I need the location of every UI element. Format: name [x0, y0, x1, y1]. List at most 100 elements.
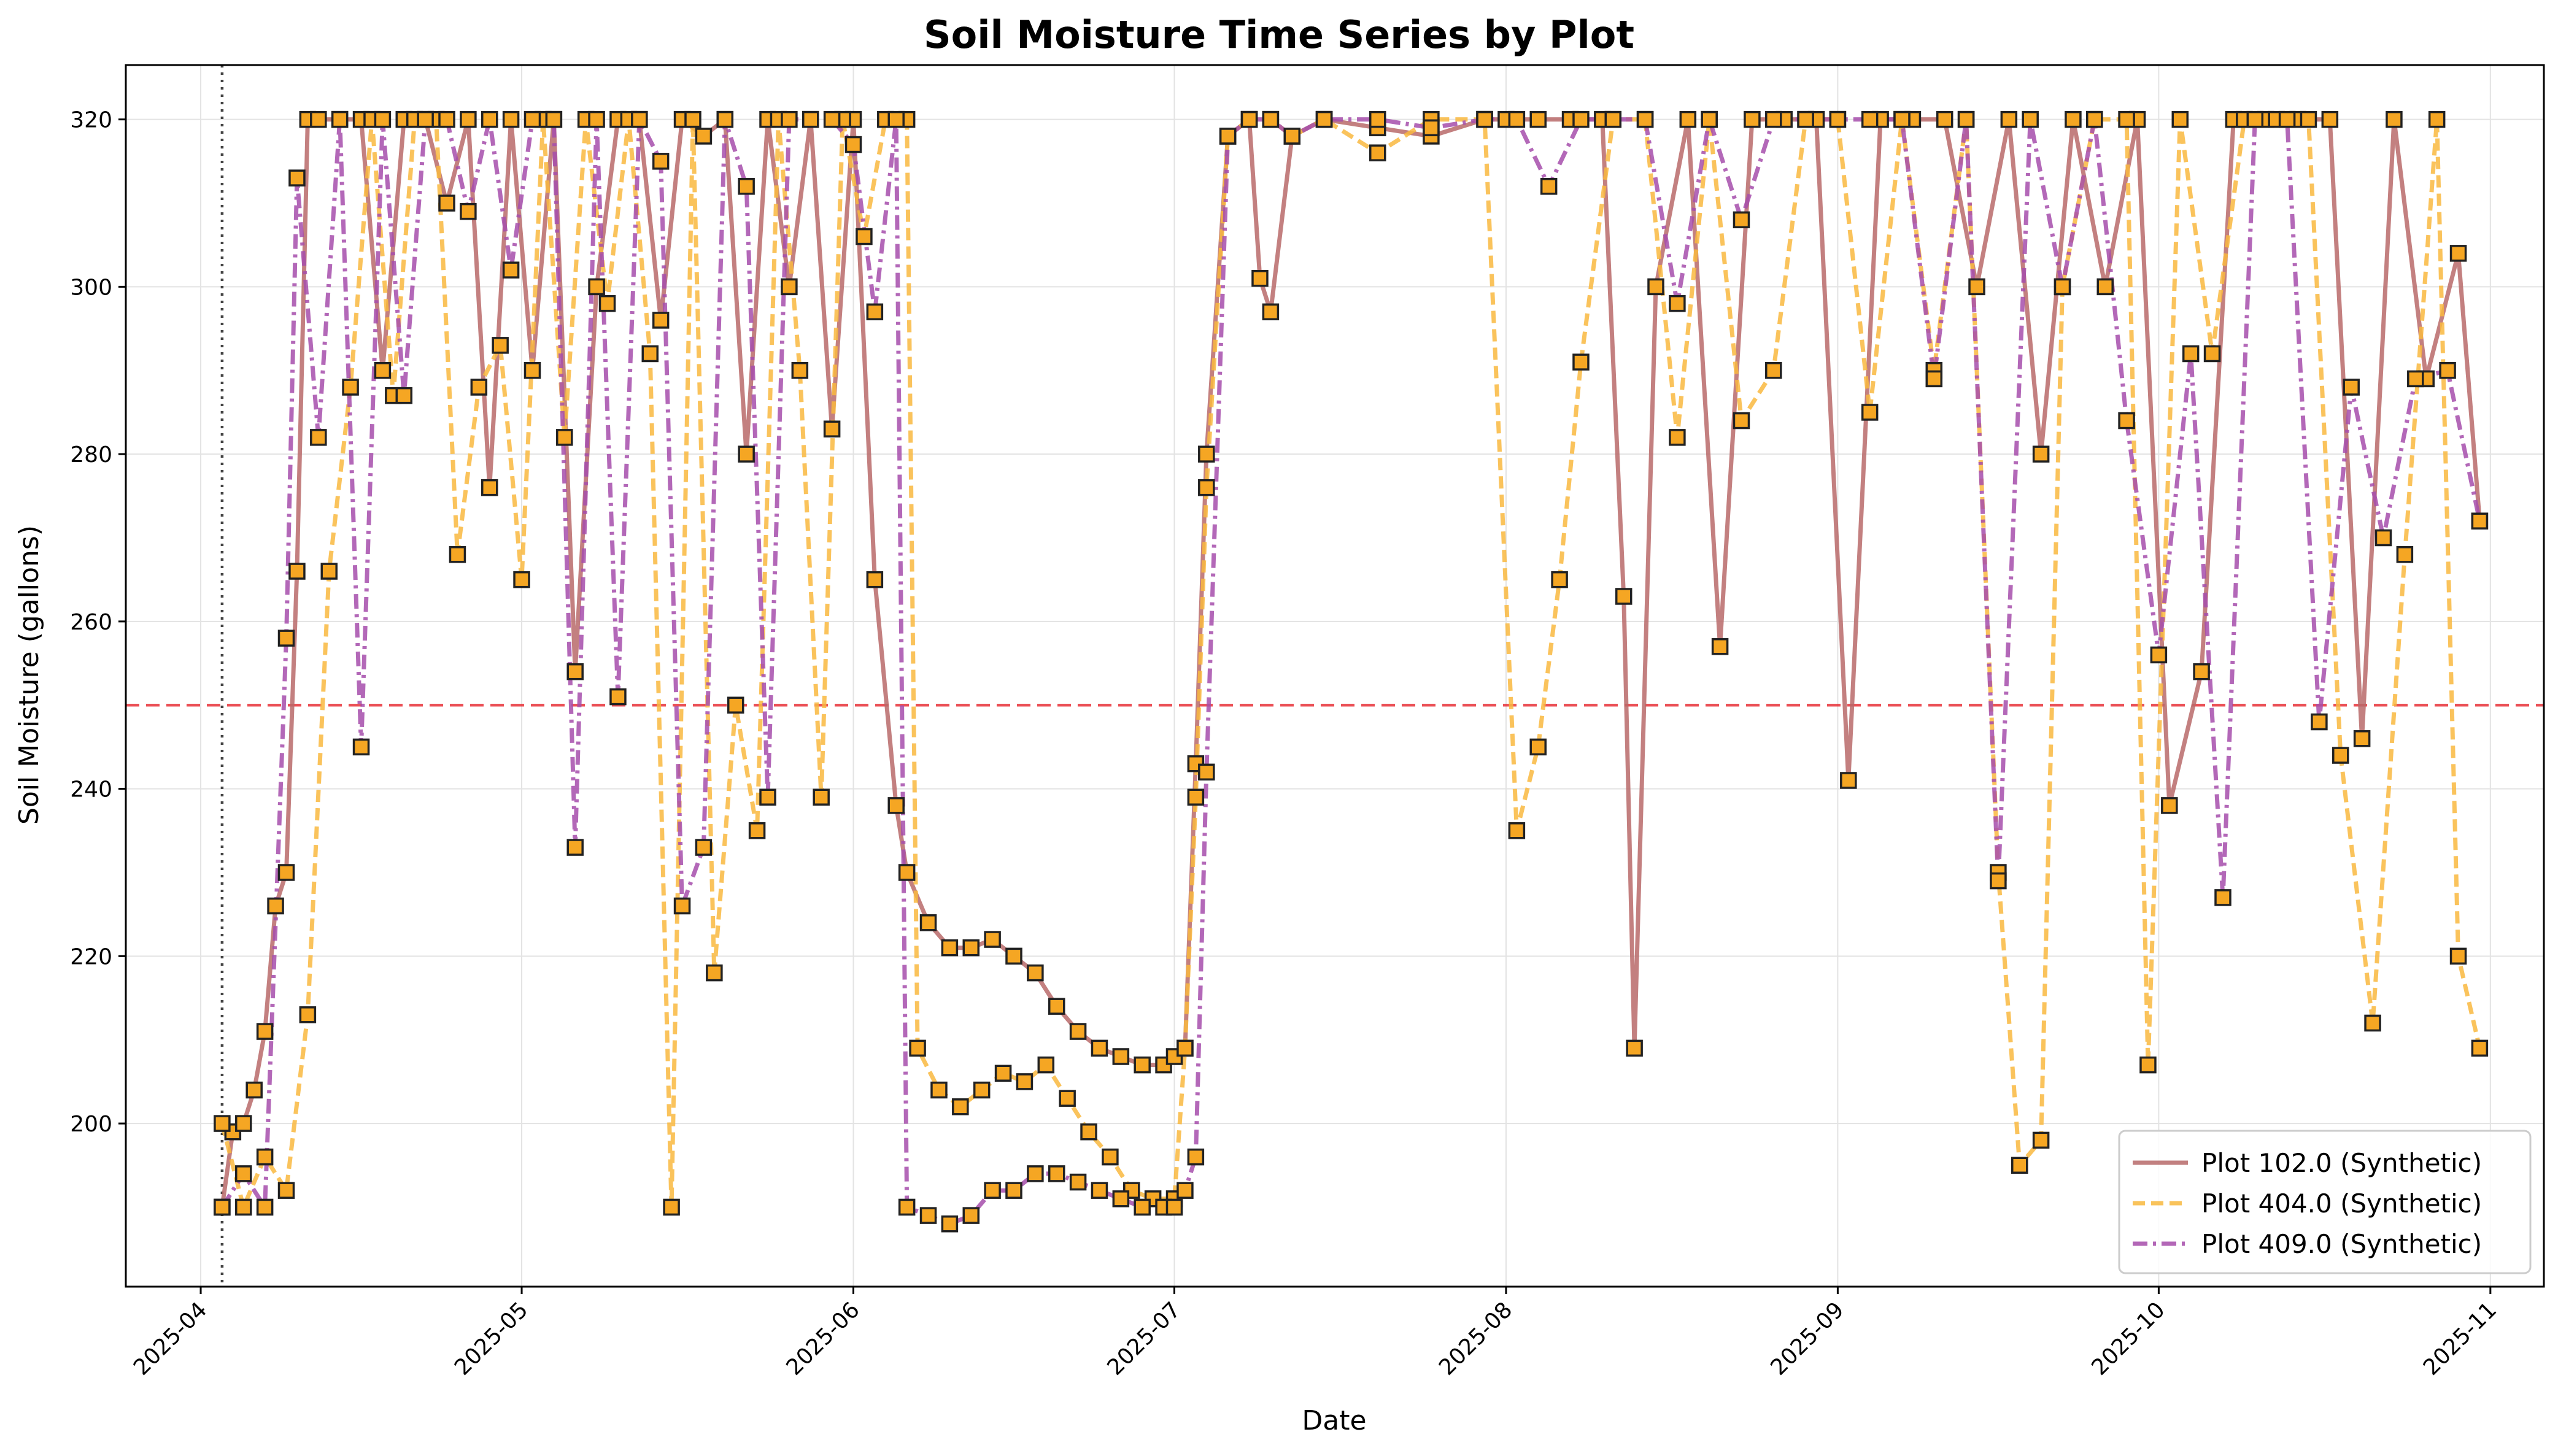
- data-point-series-3: [2022, 110, 2039, 128]
- data-point-series-1: [1529, 110, 1547, 128]
- data-point-series-2: [1551, 571, 1568, 588]
- data-point-series-1: [781, 278, 798, 296]
- legend-label-3: Plot 409.0 (Synthetic): [2201, 1229, 2482, 1259]
- data-point-series-1: [1679, 110, 1697, 128]
- data-point-series-1: [277, 864, 295, 881]
- data-point-series-3: [1990, 872, 2007, 890]
- data-point-series-3: [2054, 278, 2071, 296]
- y-tick-label: 320: [70, 108, 112, 133]
- data-point-series-2: [1102, 1148, 1119, 1166]
- legend-box: [2118, 1130, 2532, 1274]
- data-point-series-3: [1829, 110, 1847, 128]
- data-point-series-1: [1262, 303, 1280, 321]
- data-point-series-3: [352, 738, 370, 756]
- data-point-series-2: [1059, 1090, 1076, 1107]
- data-point-series-2: [320, 563, 338, 580]
- data-point-series-1: [1134, 1056, 1151, 1074]
- data-point-series-3: [1733, 211, 1750, 229]
- data-point-series-3: [1069, 1173, 1087, 1191]
- data-point-series-1: [823, 420, 841, 437]
- data-point-series-2: [449, 546, 466, 563]
- data-point-series-3: [277, 630, 295, 647]
- data-point-series-3: [919, 1207, 937, 1224]
- data-point-series-3: [759, 788, 776, 806]
- data-point-series-3: [235, 1165, 252, 1182]
- data-point-series-3: [738, 177, 755, 195]
- data-point-series-2: [748, 822, 766, 839]
- data-point-series-2: [2364, 1014, 2381, 1032]
- data-point-series-1: [866, 571, 884, 588]
- data-point-series-2: [513, 571, 530, 588]
- data-point-series-2: [2396, 546, 2414, 563]
- data-point-series-1: [652, 312, 670, 329]
- data-point-series-2: [1572, 353, 1590, 371]
- data-point-series-1: [267, 897, 284, 915]
- data-point-series-1: [2386, 110, 2403, 128]
- data-point-series-3: [1177, 1182, 1194, 1199]
- data-point-series-2: [1529, 738, 1547, 756]
- data-point-series-1: [941, 939, 959, 957]
- data-point-series-3: [1315, 110, 1333, 128]
- y-axis-title: Soil Moisture (gallons): [14, 525, 45, 825]
- data-point-series-2: [973, 1081, 991, 1099]
- data-point-series-3: [588, 110, 605, 128]
- data-point-series-2: [706, 964, 723, 982]
- data-point-series-1: [1840, 772, 1857, 789]
- data-point-series-3: [1861, 110, 1879, 128]
- data-point-series-3: [716, 110, 734, 128]
- data-point-series-1: [235, 1115, 252, 1132]
- data-point-series-3: [566, 839, 584, 856]
- data-point-series-2: [727, 696, 744, 714]
- data-point-series-1: [256, 1023, 274, 1040]
- series-line-3: [220, 117, 2482, 1227]
- data-point-series-3: [1048, 1165, 1065, 1182]
- data-point-series-3: [310, 429, 327, 446]
- data-point-series-2: [1733, 412, 1750, 429]
- data-point-series-2: [1187, 788, 1205, 806]
- y-tick-label: 220: [70, 944, 112, 969]
- data-point-series-1: [374, 362, 392, 379]
- data-point-series-3: [1636, 110, 1654, 128]
- data-point-series-3: [2471, 512, 2489, 530]
- data-point-series-1: [310, 110, 327, 128]
- data-point-series-2: [2032, 1131, 2050, 1149]
- data-point-series-3: [1262, 110, 1280, 128]
- data-point-series-2: [856, 228, 873, 245]
- data-point-series-2: [235, 1198, 252, 1216]
- data-point-series-3: [1187, 1148, 1205, 1166]
- data-point-series-2: [663, 1198, 680, 1216]
- y-tick-label: 200: [70, 1112, 112, 1137]
- data-point-series-1: [245, 1081, 263, 1099]
- data-point-series-1: [566, 663, 584, 680]
- data-point-series-2: [2428, 110, 2446, 128]
- data-point-series-1: [502, 110, 520, 128]
- data-point-series-2: [1508, 822, 1526, 839]
- data-point-series-3: [460, 202, 477, 220]
- data-point-series-1: [2096, 278, 2114, 296]
- data-point-series-1: [1626, 1039, 1643, 1057]
- data-point-series-1: [2065, 110, 2082, 128]
- data-point-series-3: [214, 1198, 231, 1216]
- data-point-series-2: [909, 1039, 926, 1057]
- data-point-series-2: [1037, 1056, 1055, 1074]
- data-point-series-1: [1744, 110, 1761, 128]
- data-point-series-1: [2321, 110, 2339, 128]
- data-point-series-1: [2000, 110, 2018, 128]
- data-point-series-2: [2471, 1039, 2489, 1057]
- data-point-series-1: [695, 128, 713, 145]
- data-point-series-3: [1508, 110, 1526, 128]
- data-point-series-2: [994, 1065, 1012, 1082]
- data-point-series-1: [887, 797, 905, 814]
- data-point-series-3: [1027, 1165, 1044, 1182]
- data-point-series-1: [524, 362, 541, 379]
- data-point-series-2: [342, 379, 359, 396]
- data-point-series-3: [1701, 110, 1718, 128]
- legend-label-1: Plot 102.0 (Synthetic): [2201, 1148, 2482, 1178]
- data-point-series-3: [984, 1182, 1001, 1199]
- data-point-series-2: [1765, 362, 1782, 379]
- data-point-series-1: [738, 445, 755, 463]
- data-point-series-2: [791, 362, 809, 379]
- data-point-series-3: [1572, 110, 1590, 128]
- data-point-series-2: [1177, 1039, 1194, 1057]
